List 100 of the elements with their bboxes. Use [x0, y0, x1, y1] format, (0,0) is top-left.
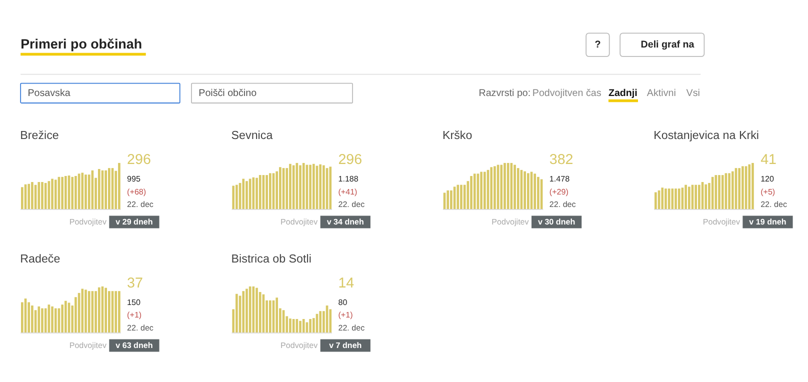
bar	[74, 297, 77, 333]
text: 14	[338, 275, 354, 292]
bar	[738, 168, 740, 210]
bar	[537, 176, 540, 210]
bar	[258, 175, 262, 210]
text: Posavska	[28, 88, 71, 99]
bar	[524, 171, 526, 210]
text: 296	[338, 152, 362, 168]
bar	[246, 181, 248, 210]
text: Podvojitev	[69, 218, 106, 227]
bar	[64, 176, 67, 210]
text: Aktivni	[646, 88, 676, 99]
bar	[302, 162, 305, 210]
bar	[44, 182, 47, 210]
bar	[718, 175, 720, 210]
bar	[516, 168, 520, 210]
bar	[664, 188, 667, 210]
text: Razvrsti po:	[478, 88, 531, 99]
bar	[81, 172, 84, 210]
text: Podvojitev	[702, 218, 740, 227]
bar	[728, 173, 730, 210]
bar	[490, 167, 493, 210]
bar	[54, 180, 57, 210]
text: 22. dec	[760, 200, 787, 209]
chart-title: Krško	[442, 128, 472, 142]
bar	[31, 306, 34, 333]
bar	[266, 175, 268, 210]
bar	[289, 164, 292, 210]
text: (+68)	[127, 187, 146, 196]
bar	[299, 320, 302, 333]
text: (+29)	[549, 187, 569, 196]
bar	[242, 291, 245, 333]
bar	[61, 304, 64, 333]
text: Podvojitev	[492, 218, 529, 227]
bar	[674, 188, 677, 210]
text: 37	[127, 275, 144, 292]
text: (+41)	[338, 187, 358, 196]
bar	[704, 184, 708, 210]
bar	[289, 318, 292, 333]
text: Podvojitev	[280, 218, 318, 227]
bar	[256, 288, 258, 333]
bar	[276, 171, 278, 210]
text: v 7 dneh	[329, 341, 362, 350]
bar	[698, 184, 700, 210]
bar	[88, 174, 90, 210]
bar	[506, 162, 510, 210]
bar	[302, 319, 305, 333]
text: 22. dec	[338, 200, 365, 209]
bar	[446, 190, 450, 210]
bar	[88, 291, 90, 333]
text: v 63 dneh	[116, 341, 153, 350]
bar	[258, 292, 262, 333]
bar	[98, 287, 100, 333]
bar	[41, 308, 44, 333]
bar	[463, 184, 466, 210]
bar	[41, 182, 44, 210]
bar	[246, 288, 248, 333]
text: 150	[127, 298, 142, 308]
bar	[480, 172, 482, 210]
bar	[108, 168, 110, 210]
text: 22. dec	[127, 323, 154, 332]
bar	[256, 178, 258, 210]
bar	[654, 192, 657, 210]
text: 41	[760, 152, 777, 168]
bar	[500, 164, 503, 210]
bar	[71, 176, 74, 210]
bar	[232, 186, 235, 210]
bar	[98, 168, 100, 210]
bar	[312, 164, 315, 210]
bar	[309, 164, 312, 210]
bar	[319, 164, 322, 210]
text: Podvojitev	[280, 341, 318, 350]
text: 382	[549, 152, 574, 168]
bar	[309, 319, 312, 333]
bar	[286, 168, 288, 210]
bar	[236, 294, 238, 333]
bar	[28, 184, 30, 210]
text: 22. dec	[549, 200, 576, 209]
text: (+1)	[127, 310, 142, 320]
bar	[236, 184, 238, 210]
bar	[108, 291, 110, 333]
bar	[322, 165, 325, 210]
bar	[312, 318, 315, 333]
bar	[31, 182, 34, 210]
bar	[514, 164, 516, 210]
text: v 29 dneh	[116, 218, 153, 227]
bar	[456, 184, 460, 210]
text: 995	[127, 174, 142, 184]
bar	[74, 176, 77, 210]
bar	[450, 190, 452, 210]
bar	[118, 162, 120, 210]
bar	[504, 162, 506, 210]
text: v 19 dneh	[749, 218, 786, 227]
text: 22. dec	[338, 323, 365, 332]
bar	[21, 302, 24, 333]
text: 296	[127, 152, 151, 168]
text: Podvojitven čas	[532, 88, 602, 99]
bar	[51, 306, 54, 333]
bar	[661, 188, 664, 210]
bar	[276, 298, 278, 333]
